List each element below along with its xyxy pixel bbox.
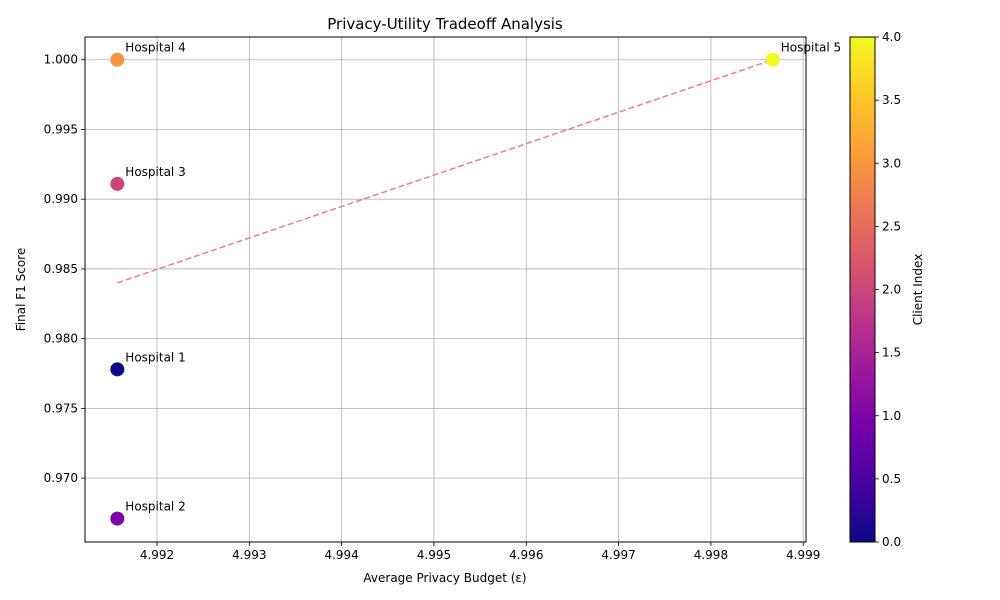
data-point xyxy=(110,511,125,526)
x-tick-label: 4.996 xyxy=(509,548,543,562)
plot-frame xyxy=(84,36,807,543)
colorbar-label: Client Index xyxy=(911,254,925,326)
point-annotations: Hospital 1 Hospital 2 Hospital 3 Hospital 4… xyxy=(125,41,841,514)
point-label: Hospital 5 xyxy=(781,41,841,55)
colorbar-tick-label: 3.5 xyxy=(882,93,901,107)
point-label: Hospital 1 xyxy=(125,350,185,364)
y-tick-label: 0.970 xyxy=(44,471,78,485)
colorbar-tick-label: 0.0 xyxy=(882,535,901,549)
y-tick-label: 0.975 xyxy=(44,401,78,415)
y-tick-label: 0.985 xyxy=(44,262,78,276)
x-tick-label: 4.993 xyxy=(232,548,266,562)
data-point xyxy=(110,52,125,67)
y-tick-label: 0.995 xyxy=(44,122,78,136)
data-point xyxy=(765,52,780,67)
x-tick-label: 4.994 xyxy=(324,548,358,562)
x-tick-label: 4.992 xyxy=(140,548,174,562)
point-label: Hospital 3 xyxy=(125,165,185,179)
y-tick-label: 1.000 xyxy=(44,53,78,67)
y-tick-label: 0.990 xyxy=(44,192,78,206)
point-label: Hospital 4 xyxy=(125,41,185,55)
x-tick-label: 4.997 xyxy=(601,548,635,562)
grid-lines xyxy=(85,37,806,542)
y-tick-label: 0.980 xyxy=(44,332,78,346)
x-axis-ticks: 4.992 4.993 4.994 4.995 4.996 4.997 4.998 4.999 xyxy=(140,542,820,562)
colorbar-ticks: 0.0 0.5 1.0 1.5 2.0 2.5 3.0 3.5 4.0 xyxy=(875,30,901,549)
x-tick-label: 4.999 xyxy=(786,548,820,562)
colorbar-tick-label: 1.5 xyxy=(882,346,901,360)
point-label: Hospital 2 xyxy=(125,500,185,514)
x-tick-label: 4.998 xyxy=(694,548,728,562)
colorbar-tick-label: 0.5 xyxy=(882,472,901,486)
colorbar-tick-label: 1.0 xyxy=(882,409,901,423)
trend-line xyxy=(117,59,774,284)
colorbar-tick-label: 3.0 xyxy=(882,156,901,170)
y-axis-label: Final F1 Score xyxy=(14,248,28,331)
trend-line-group xyxy=(117,59,774,284)
colorbar xyxy=(849,36,876,543)
data-points xyxy=(110,52,780,526)
x-tick-label: 4.995 xyxy=(417,548,451,562)
colorbar-tick-label: 2.0 xyxy=(882,283,901,297)
data-point xyxy=(110,362,125,377)
chart-title: Privacy-Utility Tradeoff Analysis xyxy=(327,15,563,33)
data-point xyxy=(110,176,125,191)
x-axis-label: Average Privacy Budget (ε) xyxy=(363,571,526,585)
y-axis-ticks: 0.970 0.975 0.980 0.985 0.990 0.995 1.000 xyxy=(44,53,85,485)
colorbar-tick-label: 2.5 xyxy=(882,219,901,233)
colorbar-tick-label: 4.0 xyxy=(882,30,901,44)
